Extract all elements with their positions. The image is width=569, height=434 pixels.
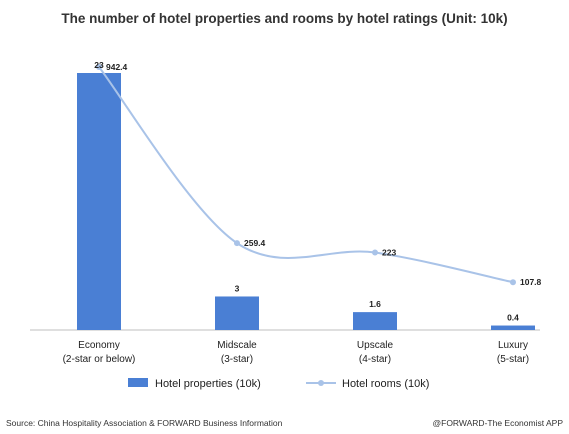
credit-note: @FORWARD-The Economist APP (433, 418, 564, 428)
x-tick-label: (4-star) (359, 354, 391, 365)
bar-hotel-properties (77, 73, 121, 330)
x-tick-label: Economy (78, 340, 120, 351)
line-layer (96, 64, 516, 286)
x-tick-label: Luxury (498, 340, 528, 351)
data-label-hotel-rooms: 259.4 (244, 238, 266, 248)
ticks-layer: Economy (2-star or below) Midscale (3-star)… (63, 340, 530, 365)
bar-hotel-properties (491, 325, 535, 330)
legend-marker-hotel-rooms (318, 380, 324, 386)
x-tick-label: (2-star or below) (63, 354, 136, 365)
legend-label-hotel-properties: Hotel properties (10k) (155, 378, 261, 390)
bar-hotel-properties (215, 296, 259, 330)
data-label-hotel-properties: 3 (235, 283, 240, 293)
chart-title: The number of hotel properties and rooms… (61, 11, 507, 26)
bar-hotel-properties (353, 312, 397, 330)
data-label-hotel-rooms: 107.8 (520, 277, 542, 287)
point-hotel-rooms (510, 279, 516, 286)
data-label-hotel-rooms: 223 (382, 247, 396, 257)
legend: Hotel properties (10k) Hotel rooms (10k) (128, 378, 429, 390)
data-label-hotel-properties: 1.6 (369, 299, 381, 309)
point-hotel-rooms (96, 64, 102, 70)
x-tick-label: Upscale (357, 340, 394, 351)
labels-layer: 23 3 1.6 0.4 942.4 259.4 223 107.8 (94, 60, 541, 323)
data-label-hotel-properties: 0.4 (507, 313, 519, 323)
legend-swatch-hotel-properties (128, 378, 148, 387)
line-hotel-rooms (98, 66, 514, 284)
data-label-hotel-properties: 23 (94, 60, 104, 70)
x-tick-label: Midscale (217, 340, 257, 351)
x-tick-label: (3-star) (221, 354, 253, 365)
legend-label-hotel-rooms: Hotel rooms (10k) (342, 378, 429, 390)
point-hotel-rooms (372, 249, 378, 256)
source-note: Source: China Hospitality Association & … (6, 418, 283, 428)
x-tick-label: (5-star) (497, 354, 529, 365)
point-hotel-rooms (234, 240, 240, 247)
bars-layer (77, 73, 535, 330)
data-label-hotel-rooms: 942.4 (106, 62, 128, 72)
